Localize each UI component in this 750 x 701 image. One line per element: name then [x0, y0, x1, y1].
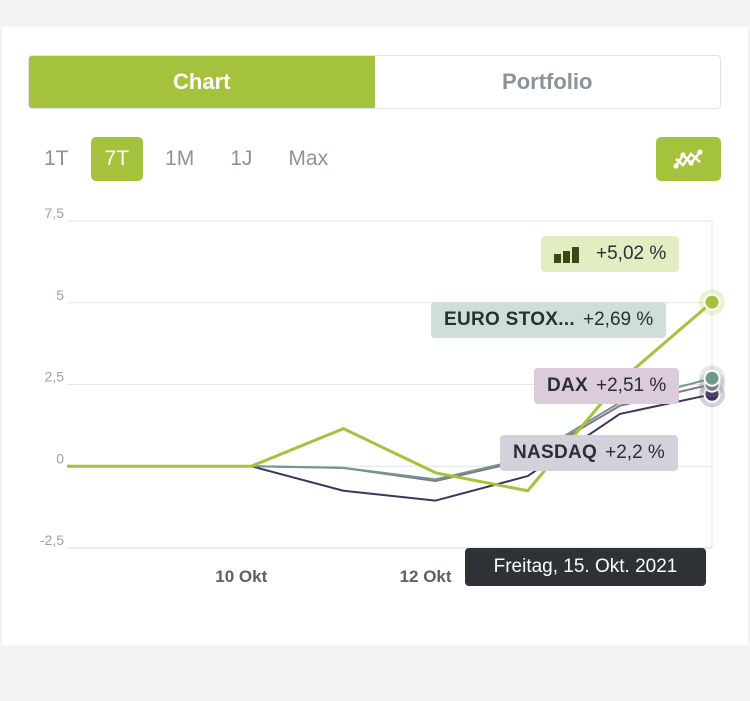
end-points [699, 289, 725, 408]
x-axis: 10 Okt 12 Okt [215, 567, 452, 586]
chart-type-button[interactable] [656, 137, 721, 181]
y-tick-label: 5 [56, 287, 64, 303]
x-tick-label: 12 Okt [400, 567, 452, 586]
line-chart-icon [672, 149, 703, 169]
range-1t-button[interactable]: 1T [44, 147, 69, 170]
time-range-selector: 1T 7T 1M 1J Max [30, 137, 350, 181]
view-tabs: Chart Portfolio [28, 55, 721, 109]
y-tick-label: 7,5 [45, 205, 65, 221]
y-tick-label: 2,5 [45, 369, 65, 385]
euro-stoxx-value: +2,69 % [583, 309, 654, 330]
nasdaq-label: NASDAQ +2,2 % [500, 435, 678, 471]
bar-chart-icon [554, 245, 582, 263]
range-max-button[interactable]: Max [288, 147, 329, 170]
date-tooltip: Freitag, 15. Okt. 2021 [465, 548, 706, 586]
euro-stoxx-label: EURO STOX... +2,69 % [431, 302, 667, 338]
dax-label: DAX +2,51 % [534, 368, 680, 404]
chart-lines [67, 300, 713, 502]
tab-portfolio[interactable]: Portfolio [502, 69, 593, 94]
range-1j-button[interactable]: 1J [230, 147, 253, 170]
range-7t-button[interactable]: 7T [90, 137, 144, 181]
euro-endpoint [703, 369, 721, 387]
euro-stoxx-name: EURO STOX... [444, 309, 575, 330]
y-tick-label: -2,5 [40, 532, 64, 548]
dax-name: DAX [547, 375, 589, 396]
y-tick-label: 0 [56, 450, 64, 466]
portfolio-performance-label: +5,02 % [541, 236, 680, 272]
x-tick-label: 10 Okt [215, 567, 267, 586]
nasdaq-value: +2,2 % [605, 442, 665, 463]
tab-chart[interactable]: Chart [29, 56, 375, 108]
range-1m-button[interactable]: 1M [165, 147, 195, 170]
y-axis: 7,5 5 2,5 0 -2,5 [40, 205, 64, 548]
portfolio-value: +5,02 % [596, 243, 667, 264]
dax-value: +2,51 % [596, 375, 667, 396]
nasdaq-name: NASDAQ [513, 442, 598, 463]
portfolio-endpoint [703, 293, 721, 311]
